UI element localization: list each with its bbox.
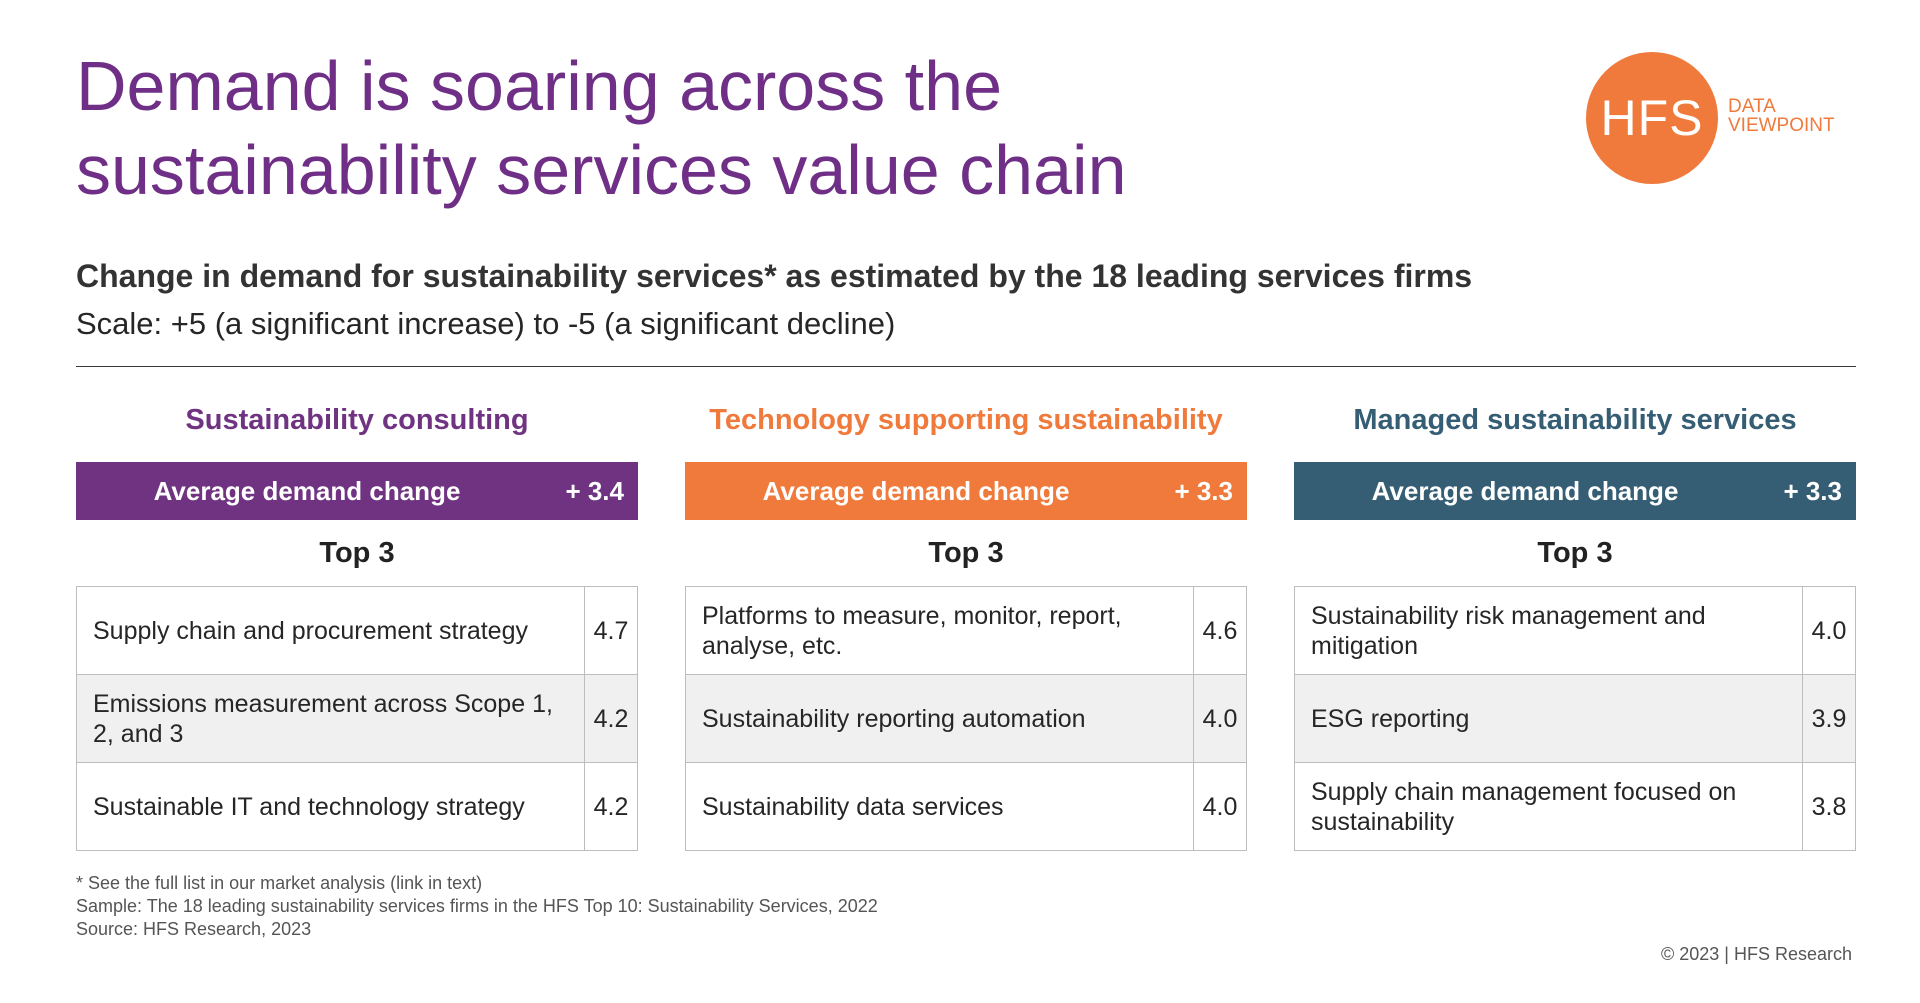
scale-note: Scale: +5 (a significant increase) to -5…: [76, 306, 896, 341]
top-3-table: Supply chain and procurement strategy 4.…: [76, 586, 638, 851]
panel-title: Technology supporting sustainability: [709, 404, 1223, 436]
table-row: Supply chain management focused on susta…: [1294, 762, 1856, 851]
panel-managed-sustainability-services: Managed sustainability services Average …: [1294, 398, 1856, 851]
table-row: Sustainability risk management and mitig…: [1294, 586, 1856, 675]
average-demand-bar: Average demand change + 3.3: [1294, 462, 1856, 520]
panel-technology-supporting-sustainability: Technology supporting sustainability Ave…: [685, 398, 1247, 851]
hfs-logo-mark: HFS: [1586, 52, 1718, 184]
panel-title: Sustainability consulting: [185, 404, 529, 436]
item-score: 3.9: [1802, 674, 1856, 763]
item-score: 4.6: [1193, 586, 1247, 675]
average-demand-value: + 3.4: [565, 476, 624, 506]
footnote-source: Source: HFS Research, 2023: [76, 919, 312, 939]
title-line-2: sustainability services value chain: [76, 131, 1127, 209]
average-demand-value: + 3.3: [1174, 476, 1233, 506]
title-line-1: Demand is soaring across the: [76, 47, 1002, 125]
logo-text-line-1: DATA: [1728, 96, 1776, 117]
footnote-sample: Sample: The 18 leading sustainability se…: [76, 896, 878, 916]
page-title: Demand is soaring across the sustainabil…: [76, 44, 1376, 212]
average-demand-label: Average demand change: [153, 476, 461, 506]
average-demand-label: Average demand change: [1371, 476, 1679, 506]
table-row: Sustainable IT and technology strategy 4…: [76, 762, 638, 851]
item-label: Emissions measurement across Scope 1, 2,…: [76, 674, 585, 763]
item-label: Sustainability data services: [685, 762, 1194, 851]
average-demand-bar: Average demand change + 3.3: [685, 462, 1247, 520]
subtitle: Change in demand for sustainability serv…: [76, 258, 1473, 294]
panel-sustainability-consulting: Sustainability consulting Average demand…: [76, 398, 638, 851]
item-label: Sustainability reporting automation: [685, 674, 1194, 763]
hfs-logo-text: DATA VIEWPOINT: [1728, 97, 1835, 135]
item-score: 4.7: [584, 586, 638, 675]
divider: [76, 366, 1856, 367]
top-3-heading: Top 3: [928, 537, 1004, 569]
footnote-asterisk: * See the full list in our market analys…: [76, 873, 483, 893]
item-score: 4.0: [1193, 762, 1247, 851]
average-demand-bar: Average demand change + 3.4: [76, 462, 638, 520]
copyright: © 2023 | HFS Research: [1660, 944, 1852, 964]
top-3-table: Platforms to measure, monitor, report, a…: [685, 586, 1247, 851]
item-score: 4.2: [584, 674, 638, 763]
table-row: Sustainability reporting automation 4.0: [685, 674, 1247, 763]
item-label: Sustainability risk management and mitig…: [1294, 586, 1803, 675]
item-label: Supply chain and procurement strategy: [76, 586, 585, 675]
top-3-table: Sustainability risk management and mitig…: [1294, 586, 1856, 851]
item-score: 4.0: [1193, 674, 1247, 763]
table-row: Platforms to measure, monitor, report, a…: [685, 586, 1247, 675]
top-3-heading: Top 3: [319, 537, 395, 569]
item-label: ESG reporting: [1294, 674, 1803, 763]
item-score: 3.8: [1802, 762, 1856, 851]
top-3-heading: Top 3: [1537, 537, 1613, 569]
item-label: Sustainable IT and technology strategy: [76, 762, 585, 851]
average-demand-label: Average demand change: [762, 476, 1070, 506]
average-demand-value: + 3.3: [1783, 476, 1842, 506]
table-row: Sustainability data services 4.0: [685, 762, 1247, 851]
table-row: Supply chain and procurement strategy 4.…: [76, 586, 638, 675]
item-score: 4.2: [584, 762, 638, 851]
item-label: Supply chain management focused on susta…: [1294, 762, 1803, 851]
item-score: 4.0: [1802, 586, 1856, 675]
item-label: Platforms to measure, monitor, report, a…: [685, 586, 1194, 675]
hfs-logo: HFS DATA VIEWPOINT: [1586, 52, 1856, 186]
panel-title: Managed sustainability services: [1353, 404, 1797, 436]
table-row: ESG reporting 3.9: [1294, 674, 1856, 763]
table-row: Emissions measurement across Scope 1, 2,…: [76, 674, 638, 763]
logo-text-line-2: VIEWPOINT: [1728, 115, 1835, 136]
footnotes: * See the full list in our market analys…: [76, 872, 878, 941]
